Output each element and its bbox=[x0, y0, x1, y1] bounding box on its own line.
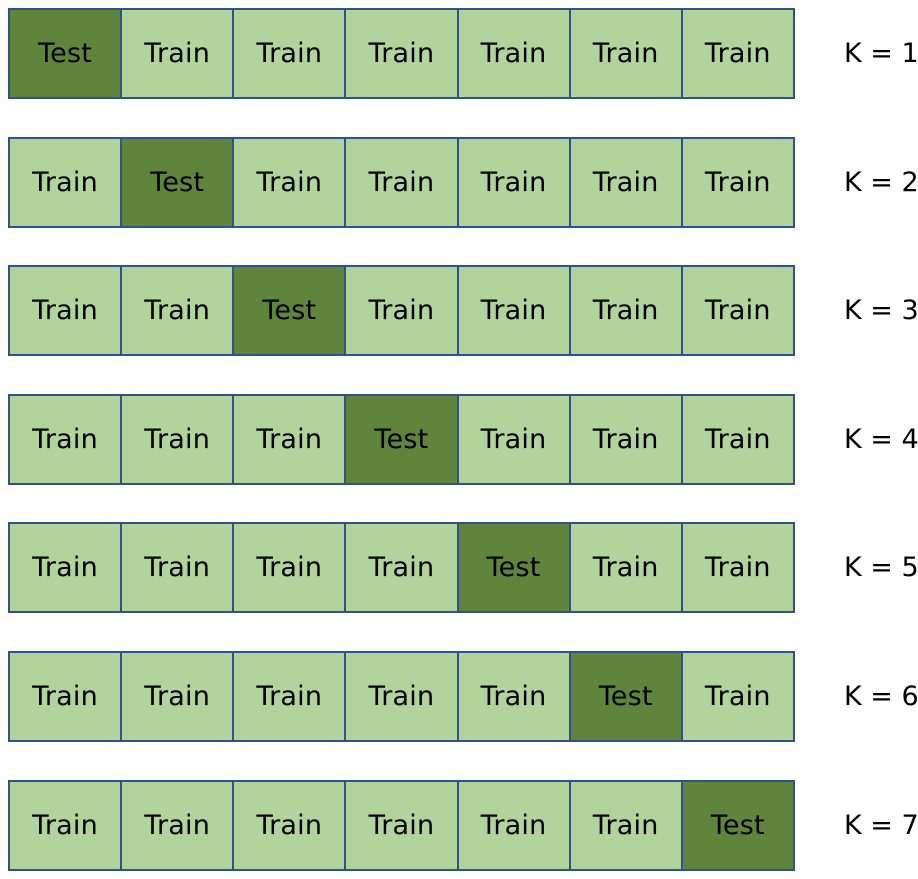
train-cell: Train bbox=[680, 394, 795, 485]
fold-strip: Train Train Train Train Test Train Train bbox=[8, 522, 807, 613]
fold-strip: Train Train Train Train Train Train Test bbox=[8, 780, 807, 871]
train-cell: Train bbox=[120, 265, 235, 356]
train-cell: Train bbox=[8, 137, 123, 228]
fold-label: K = 5 bbox=[844, 552, 918, 583]
train-cell: Train bbox=[456, 780, 571, 871]
train-cell: Train bbox=[120, 522, 235, 613]
train-cell: Train bbox=[456, 265, 571, 356]
fold-label: K = 7 bbox=[844, 810, 918, 841]
train-cell: Train bbox=[120, 780, 235, 871]
train-cell: Train bbox=[456, 394, 571, 485]
fold-strip: Train Test Train Train Train Train Train bbox=[8, 137, 807, 228]
train-cell: Train bbox=[568, 394, 683, 485]
train-cell: Train bbox=[344, 522, 459, 613]
train-cell: Train bbox=[680, 522, 795, 613]
train-cell: Train bbox=[8, 265, 123, 356]
train-cell: Train bbox=[568, 522, 683, 613]
fold-row-6: Train Train Train Train Train Test Train… bbox=[8, 651, 918, 742]
fold-row-1: Test Train Train Train Train Train Train… bbox=[8, 8, 918, 99]
train-cell: Train bbox=[120, 8, 235, 99]
train-cell: Train bbox=[232, 394, 347, 485]
train-cell: Train bbox=[344, 651, 459, 742]
train-cell: Train bbox=[568, 780, 683, 871]
train-cell: Train bbox=[8, 651, 123, 742]
test-cell: Test bbox=[680, 780, 795, 871]
fold-row-7: Train Train Train Train Train Train Test… bbox=[8, 780, 918, 871]
train-cell: Train bbox=[680, 651, 795, 742]
fold-label: K = 3 bbox=[844, 295, 918, 326]
fold-label: K = 6 bbox=[844, 681, 918, 712]
train-cell: Train bbox=[680, 137, 795, 228]
test-cell: Test bbox=[120, 137, 235, 228]
test-cell: Test bbox=[344, 394, 459, 485]
train-cell: Train bbox=[344, 265, 459, 356]
fold-row-5: Train Train Train Train Test Train Train… bbox=[8, 522, 918, 613]
fold-strip: Train Train Train Train Train Test Train bbox=[8, 651, 807, 742]
train-cell: Train bbox=[120, 394, 235, 485]
train-cell: Train bbox=[344, 8, 459, 99]
train-cell: Train bbox=[456, 651, 571, 742]
train-cell: Train bbox=[8, 780, 123, 871]
test-cell: Test bbox=[456, 522, 571, 613]
train-cell: Train bbox=[568, 8, 683, 99]
train-cell: Train bbox=[232, 522, 347, 613]
fold-strip: Test Train Train Train Train Train Train bbox=[8, 8, 807, 99]
fold-row-2: Train Test Train Train Train Train Train… bbox=[8, 137, 918, 228]
train-cell: Train bbox=[680, 8, 795, 99]
fold-row-3: Train Train Test Train Train Train Train… bbox=[8, 265, 918, 356]
train-cell: Train bbox=[120, 651, 235, 742]
test-cell: Test bbox=[8, 8, 123, 99]
train-cell: Train bbox=[8, 394, 123, 485]
fold-label: K = 2 bbox=[844, 167, 918, 198]
train-cell: Train bbox=[456, 8, 571, 99]
fold-strip: Train Train Train Test Train Train Train bbox=[8, 394, 807, 485]
train-cell: Train bbox=[232, 780, 347, 871]
train-cell: Train bbox=[232, 8, 347, 99]
train-cell: Train bbox=[568, 265, 683, 356]
fold-strip: Train Train Test Train Train Train Train bbox=[8, 265, 807, 356]
train-cell: Train bbox=[456, 137, 571, 228]
fold-label: K = 4 bbox=[844, 424, 918, 455]
train-cell: Train bbox=[8, 522, 123, 613]
train-cell: Train bbox=[344, 137, 459, 228]
train-cell: Train bbox=[680, 265, 795, 356]
test-cell: Test bbox=[232, 265, 347, 356]
train-cell: Train bbox=[232, 137, 347, 228]
train-cell: Train bbox=[568, 137, 683, 228]
test-cell: Test bbox=[568, 651, 683, 742]
fold-label: K = 1 bbox=[844, 38, 918, 69]
train-cell: Train bbox=[232, 651, 347, 742]
train-cell: Train bbox=[344, 780, 459, 871]
fold-row-4: Train Train Train Test Train Train Train… bbox=[8, 394, 918, 485]
